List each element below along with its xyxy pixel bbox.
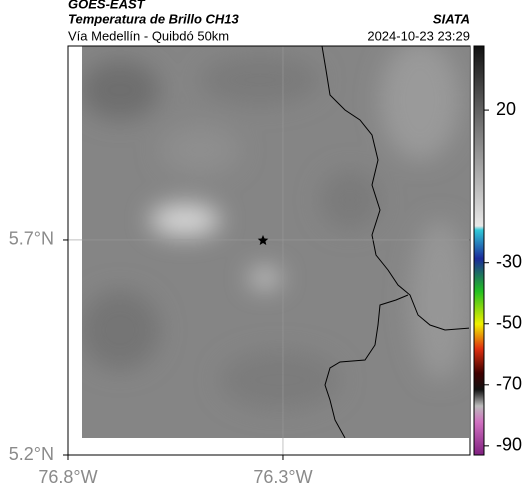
x-tick-label: 76.8°W xyxy=(38,467,97,487)
source: SIATA xyxy=(433,11,470,26)
region: Vía Medellín - Quibdó 50km xyxy=(68,28,229,43)
colorbar-tick-label: -30 xyxy=(496,251,522,271)
product: Temperatura de Brillo CH13 xyxy=(68,11,240,26)
location-marker xyxy=(257,235,269,245)
y-tick-label: 5.2°N xyxy=(9,444,54,464)
colorbar xyxy=(473,45,485,456)
colorbar-tick-label: 20 xyxy=(496,99,516,119)
border xyxy=(321,46,469,438)
x-tick-label: 76.3°W xyxy=(253,467,312,487)
grid xyxy=(68,46,470,455)
map-frame xyxy=(67,45,471,456)
colorbar-tick-label: -70 xyxy=(496,374,522,394)
satellite-image xyxy=(82,46,469,438)
colorbar-tick-label: -50 xyxy=(496,313,522,333)
y-tick-label: 5.7°N xyxy=(9,229,54,249)
colorbar-tick-label: -90 xyxy=(496,435,522,455)
satellite: GOES-EAST xyxy=(68,0,146,11)
timestamp: 2024-10-23 23:29 xyxy=(367,28,470,43)
